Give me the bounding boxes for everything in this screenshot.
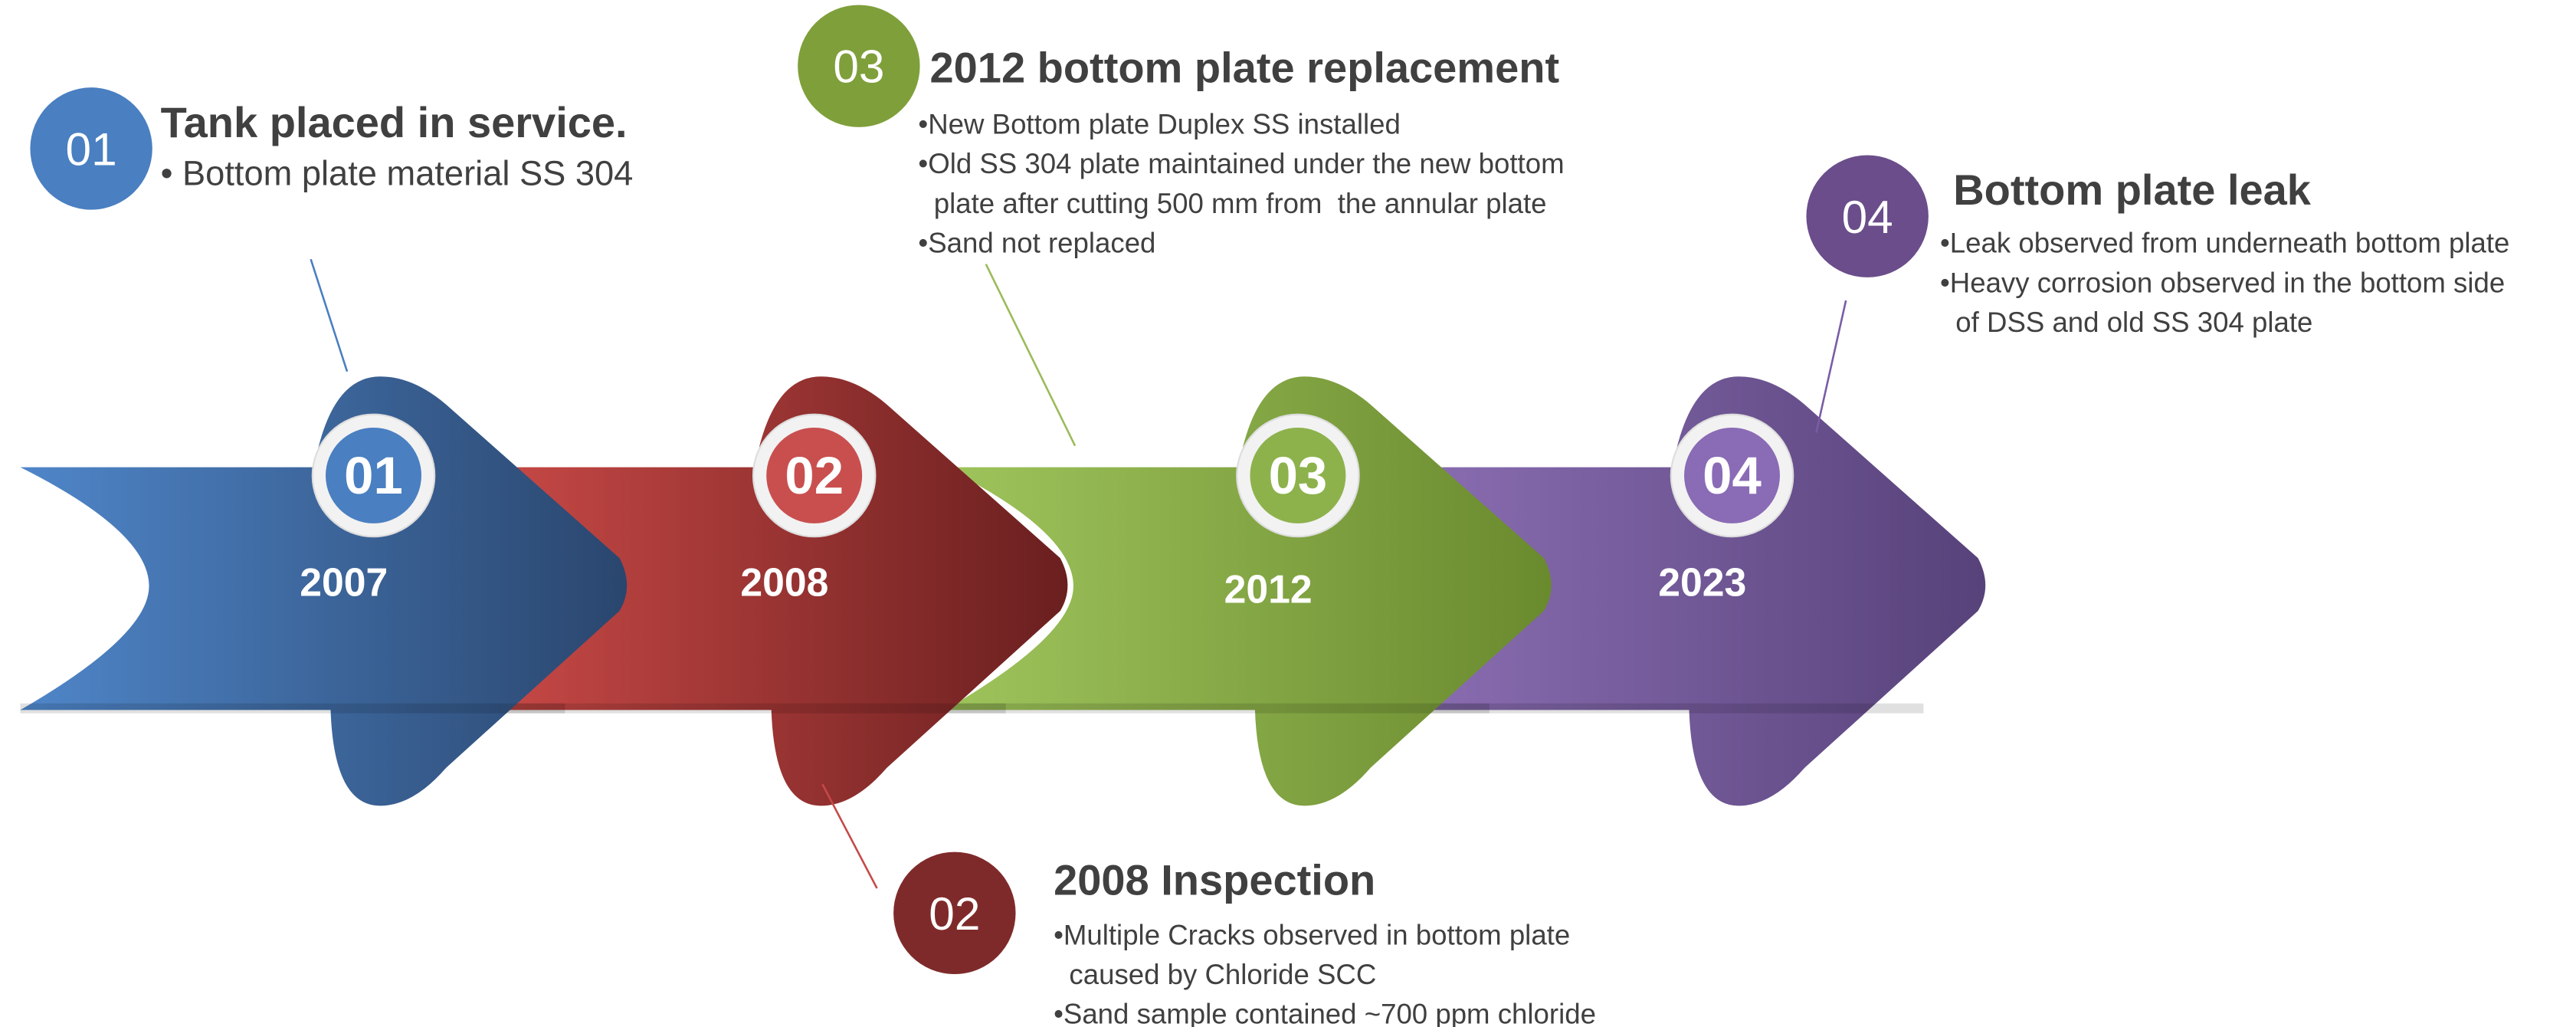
badge-number: 03	[1269, 446, 1328, 505]
callout-bullet: • Bottom plate material SS 304	[161, 153, 634, 192]
badge-number: 02	[785, 446, 844, 505]
callout-title: 2012 bottom plate replacement	[930, 44, 1560, 92]
arrow	[944, 376, 1552, 806]
connector	[985, 264, 1077, 447]
callout-bullet: •Heavy corrosion observed in the bottom …	[1940, 267, 2505, 298]
callout-number: 02	[929, 888, 980, 940]
connector	[821, 783, 878, 889]
arrow	[460, 376, 1068, 806]
callout-bullet: caused by Chloride SCC	[1054, 959, 1376, 990]
badge-inner	[326, 427, 421, 523]
callout-bullet: •Sand sample contained ~700 ppm chloride	[1054, 999, 1596, 1027]
badge-number: 04	[1703, 446, 1762, 505]
arrow	[20, 376, 628, 806]
callout-bullet: plate after cutting 500 mm from the annu…	[918, 188, 1546, 219]
callout-title: Bottom plate leak	[1953, 166, 2312, 214]
callout-badge	[30, 87, 152, 210]
connector	[1815, 300, 1847, 433]
year-label: 2012	[1224, 566, 1313, 611]
arrow	[1378, 376, 1986, 806]
callout-bullet: •Old SS 304 plate maintained under the n…	[918, 148, 1564, 179]
callout-bullet: •Multiple Cracks observed in bottom plat…	[1054, 919, 1570, 950]
arrow-shadow	[944, 703, 1490, 714]
callout-bullet: •New Bottom plate Duplex SS installed	[918, 109, 1400, 140]
year-label: 2023	[1658, 560, 1746, 605]
badge-inner	[1250, 427, 1346, 523]
callout-badge	[798, 5, 920, 127]
badge-inner	[1684, 427, 1780, 523]
connector	[310, 258, 349, 372]
callout-bullet: of DSS and old SS 304 plate	[1940, 307, 2312, 338]
callout-number: 03	[833, 41, 884, 93]
arrow-shadow	[20, 703, 565, 714]
arrow-shadow	[1378, 703, 1924, 714]
arrow-shadow	[460, 703, 1006, 714]
callout-number: 01	[66, 123, 117, 175]
callout-number: 04	[1842, 191, 1893, 243]
year-label: 2007	[300, 560, 388, 605]
callout-badge	[1806, 155, 1929, 277]
callout-title: 2008 Inspection	[1054, 856, 1375, 904]
callout-badge	[893, 851, 1016, 975]
callout-bullet: •Sand not replaced	[918, 228, 1155, 259]
callout-title: Tank placed in service.	[161, 98, 628, 146]
badge-inner	[766, 427, 863, 523]
badge-number: 01	[344, 446, 403, 505]
callout-bullet: •Leak observed from underneath bottom pl…	[1940, 228, 2509, 259]
year-label: 2008	[740, 560, 828, 605]
